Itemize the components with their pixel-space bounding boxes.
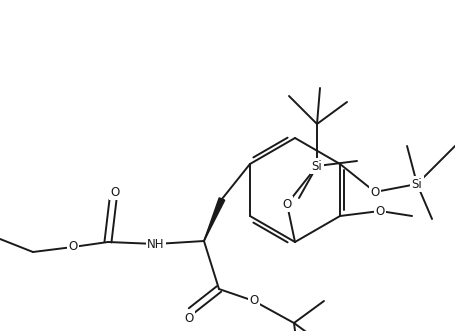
Polygon shape bbox=[204, 198, 225, 241]
Text: Si: Si bbox=[412, 177, 422, 191]
Text: NH: NH bbox=[147, 238, 165, 251]
Text: O: O bbox=[184, 312, 193, 325]
Text: O: O bbox=[249, 295, 258, 307]
Text: O: O bbox=[375, 205, 384, 217]
Text: Si: Si bbox=[312, 160, 323, 172]
Text: O: O bbox=[111, 185, 120, 199]
Text: O: O bbox=[283, 198, 292, 211]
Text: O: O bbox=[370, 185, 379, 199]
Text: O: O bbox=[68, 241, 78, 254]
